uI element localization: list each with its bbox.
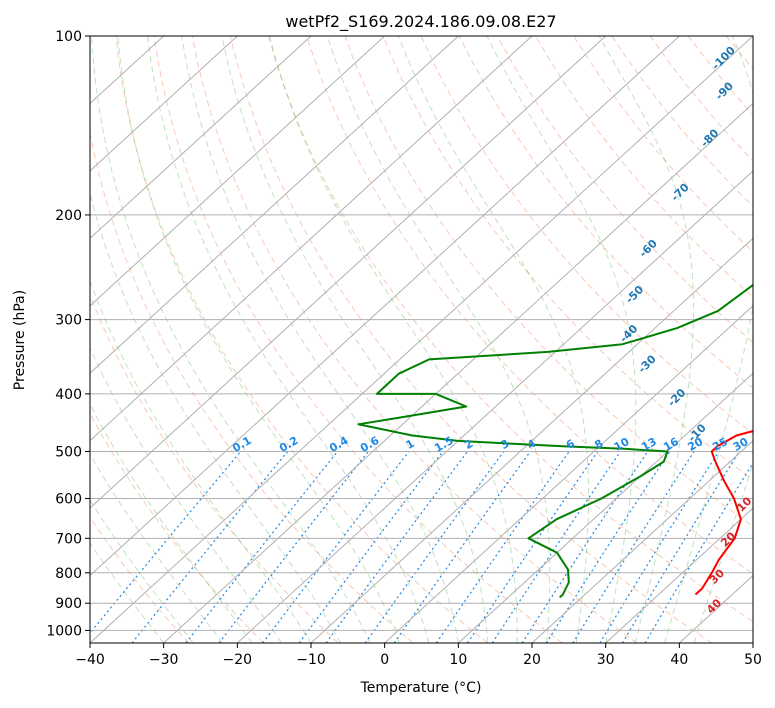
isotherm-line	[752, 642, 753, 643]
y-tick-label: 900	[55, 596, 82, 612]
moist-adiabat-line	[181, 36, 459, 643]
isotherm-line	[90, 36, 607, 509]
moist-adiabat-line	[90, 542, 165, 643]
mixing-ratio-line	[262, 451, 410, 643]
isotherm-line	[310, 237, 753, 643]
dry-adiabat-line	[267, 36, 753, 622]
mixing-ratio-line	[393, 451, 531, 643]
dry-adiabat-line	[115, 36, 488, 643]
isotherm-line	[90, 36, 386, 307]
mixing-ratio-line	[545, 451, 671, 643]
x-axis-label: Temperature (°C)	[360, 680, 482, 696]
moist-adiabat-line	[90, 403, 253, 643]
isotherm-line	[90, 36, 753, 643]
isotherm-line	[236, 170, 753, 643]
mixing-ratio-line	[521, 451, 649, 643]
x-tick-label: −30	[149, 652, 179, 668]
isotherm-line	[457, 372, 753, 643]
plot-frame	[89, 35, 754, 644]
moist-adiabat-line	[90, 453, 223, 643]
y-tick-label: 500	[55, 444, 82, 460]
dry-adiabat-line	[496, 36, 753, 344]
chart-title: wetPf2_S169.2024.186.09.08.E27	[285, 12, 556, 32]
isotherm-label: 0	[750, 452, 765, 467]
moist-adiabat-line	[221, 36, 489, 643]
moist-adiabat-line	[269, 36, 518, 643]
dry-adiabat-line	[420, 36, 753, 435]
moist-adiabat-line	[693, 463, 753, 643]
moist-adiabat-line	[90, 499, 194, 643]
isotherm-line	[90, 36, 459, 374]
y-tick-label: 400	[55, 387, 82, 403]
moist-adiabat-line	[664, 36, 753, 643]
moist-adiabat-line	[91, 36, 371, 643]
x-tick-label: 30	[597, 652, 615, 668]
y-tick-label: 100	[55, 29, 82, 45]
isotherm-line	[605, 507, 753, 643]
x-tick-label: 50	[744, 652, 762, 668]
moist-adiabat-line	[598, 36, 695, 643]
x-tick-label: 40	[670, 652, 688, 668]
x-tick-label: −20	[223, 652, 253, 668]
x-tick-label: 0	[380, 652, 389, 668]
moist-adiabat-line	[486, 36, 637, 643]
dry-adiabat-line	[458, 36, 753, 389]
dry-adiabat-line	[90, 412, 264, 643]
temperature-profile-line	[694, 430, 753, 596]
y-tick-label: 800	[55, 566, 82, 582]
y-tick-label: 1000	[46, 623, 82, 639]
isotherm-label: 10	[734, 494, 754, 514]
dry-adiabat-line	[90, 293, 339, 643]
dry-adiabat-line	[535, 36, 753, 298]
moist-adiabat-line	[147, 36, 430, 643]
dry-adiabat-line	[306, 36, 753, 575]
x-tick-label: 10	[449, 652, 467, 668]
y-tick-label: 700	[55, 531, 82, 547]
dewpoint-profile-line	[357, 283, 753, 599]
isotherm-line	[531, 439, 753, 643]
moist-adiabat-line	[117, 36, 400, 643]
dry-adiabat-line	[90, 130, 414, 643]
x-tick-label: −10	[296, 652, 326, 668]
mixing-ratio-line	[364, 451, 505, 643]
y-tick-label: 600	[55, 492, 82, 508]
dry-adiabat-line	[382, 36, 753, 481]
x-tick-label: 20	[523, 652, 541, 668]
dry-adiabat-line	[153, 36, 563, 643]
mixing-ratio-line	[90, 451, 242, 634]
mixing-ratio-line	[621, 451, 740, 643]
isotherm-line	[90, 36, 238, 172]
isotherm-line	[90, 36, 680, 577]
isotherm-line	[163, 102, 753, 643]
dry-adiabat-line	[229, 36, 712, 643]
mixing-ratio-label: 36	[751, 435, 771, 454]
isotherm-line	[384, 305, 753, 643]
isotherm-line	[90, 36, 533, 442]
x-tick-label: −40	[75, 652, 105, 668]
isotherm-line	[90, 36, 312, 240]
y-tick-label: 200	[55, 208, 82, 224]
y-tick-label: 300	[55, 313, 82, 329]
y-axis-label: Pressure (hPa)	[12, 290, 28, 390]
moist-adiabat-line	[90, 346, 282, 643]
moist-adiabat-line	[397, 36, 590, 643]
mixing-ratio-line	[599, 451, 720, 643]
